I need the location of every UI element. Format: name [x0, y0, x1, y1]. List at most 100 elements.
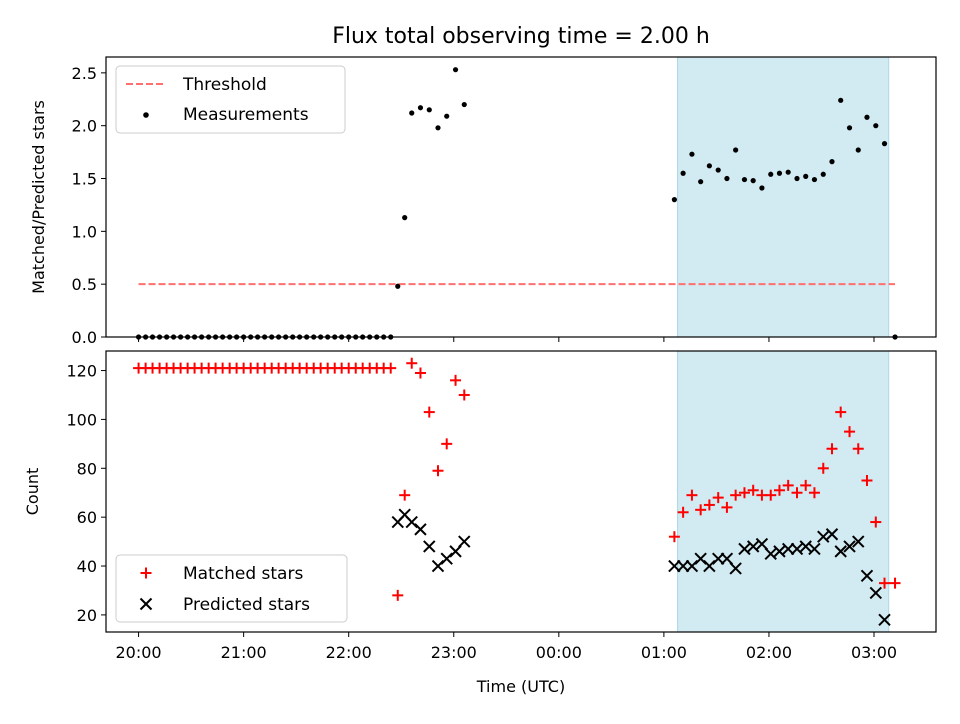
matched-star-point [703, 499, 715, 511]
predicted-star-point-b [398, 508, 411, 521]
predicted-star-point [764, 547, 777, 561]
predicted-star-point [790, 542, 804, 556]
predicted-star-point [746, 540, 760, 553]
shaded-span-top [677, 56, 890, 338]
bottom-y-axis-label: Count [23, 468, 42, 516]
predicted-star-point-b [755, 537, 769, 551]
measurement-point [680, 170, 686, 176]
predicted-star-point-b [458, 535, 471, 548]
measurement-point [768, 171, 774, 177]
legend-predicted-label: Predicted stars [183, 595, 310, 615]
bottom-x-tick-label: 22:00 [326, 643, 372, 662]
measurement-point [409, 110, 415, 116]
top-y-tick-label: 2.0 [72, 117, 97, 136]
top-y-tick-label: 0.5 [72, 275, 97, 294]
legend-matched-key [140, 567, 152, 579]
measurement-point [873, 123, 879, 129]
measurement-point [452, 67, 459, 73]
predicted-star-point-b [860, 569, 874, 583]
matched-star-point [458, 389, 470, 401]
predicted-star-point [860, 569, 874, 583]
bottom-x-tick-label: 02:00 [746, 643, 792, 662]
matched-star-point [392, 589, 404, 601]
measurement-point [750, 178, 756, 184]
bottom-x-tick-label: 21:00 [221, 643, 267, 662]
predicted-star-point-b [843, 540, 856, 553]
measurement-point [724, 175, 730, 182]
legend-measurements-key [143, 112, 149, 118]
measurement-point [461, 101, 467, 108]
matched-star-point [695, 504, 707, 516]
predicted-star-point-b [764, 547, 777, 561]
predicted-star-point [808, 542, 821, 556]
measurement-point [794, 175, 800, 182]
measurement-point [435, 125, 441, 131]
measurement-point [733, 147, 739, 153]
bottom-y-tick-label: 120 [66, 362, 97, 381]
measurement-point [803, 173, 809, 179]
legend-predicted-marker [139, 597, 153, 611]
legend-predicted-marker-b [139, 597, 153, 611]
matched-star-point [686, 489, 698, 501]
matched-star-point [668, 531, 680, 543]
measurement-point [395, 283, 401, 289]
matched-star-point [399, 489, 411, 501]
matched-star-point [773, 484, 785, 496]
measurement-point [855, 147, 861, 153]
predicted-star-point [720, 552, 734, 565]
measurement-point [811, 176, 818, 183]
top-y-ticks: 0.0 0.5 1.0 1.5 2.0 2.5 [72, 64, 106, 347]
legend-predicted-key [139, 597, 153, 611]
measurement-point [785, 169, 791, 175]
bottom-x-tick-label: 23:00 [431, 643, 477, 662]
predicted-star-point [414, 523, 427, 536]
matched-star-point [423, 406, 435, 418]
predicted-star-point-b [449, 545, 462, 558]
measurement-point [864, 114, 870, 120]
predicted-star-point-b [738, 542, 751, 556]
matched-star-point [808, 487, 820, 499]
predicted-star-point-b [808, 542, 821, 556]
predicted-star-point-b [729, 562, 742, 575]
matched-star-point [721, 501, 733, 513]
predicted-star-point [449, 545, 462, 558]
matched-star-point [738, 487, 750, 499]
predicted-star-point [799, 540, 812, 553]
legend-threshold-label: Threshold [182, 75, 267, 95]
top-y-axis-label: Matched/Predicted stars [29, 100, 48, 294]
predicted-star-point-b [414, 523, 427, 536]
bottom-legend-box [115, 554, 348, 623]
predicted-star-point [852, 535, 865, 548]
predicted-star-point-b [781, 542, 795, 556]
matched-star-point [826, 443, 838, 455]
matched-star-point [800, 479, 812, 491]
predicted-star-point-b [423, 540, 436, 553]
matched-star-point [385, 362, 397, 374]
predicted-star-point [440, 552, 453, 565]
measurement-point [715, 167, 721, 173]
chart-title: Flux total observing time = 2.00 h [332, 24, 710, 49]
predicted-star-point [729, 562, 742, 575]
predicted-star-point-b [773, 545, 786, 558]
predicted-star-point-b [694, 552, 707, 565]
predicted-star-point-b [852, 535, 865, 548]
bottom-y-tick-label: 40 [77, 557, 97, 576]
predicted-star-point [869, 586, 883, 600]
matched-star-point [879, 577, 891, 589]
predicted-star-point-b [834, 545, 847, 558]
measurement-point [444, 113, 450, 119]
matched-star-point [844, 426, 856, 438]
predicted-star-point [834, 545, 847, 558]
bottom-x-tick-label: 01:00 [641, 643, 687, 662]
predicted-star-point-b [799, 540, 812, 553]
predicted-star-point [843, 540, 856, 553]
matched-star-point [835, 406, 847, 418]
predicted-star-point-b [676, 559, 690, 573]
bottom-x-tick-label: 00:00 [536, 643, 582, 662]
predicted-star-point-b [869, 586, 883, 600]
bottom-x-tick-label: 03:00 [851, 643, 897, 662]
bottom-y-ticks: 20 40 60 80 100 120 [66, 362, 106, 625]
predicted-star-point-b [746, 540, 760, 553]
predicted-star-point-b [720, 552, 734, 565]
